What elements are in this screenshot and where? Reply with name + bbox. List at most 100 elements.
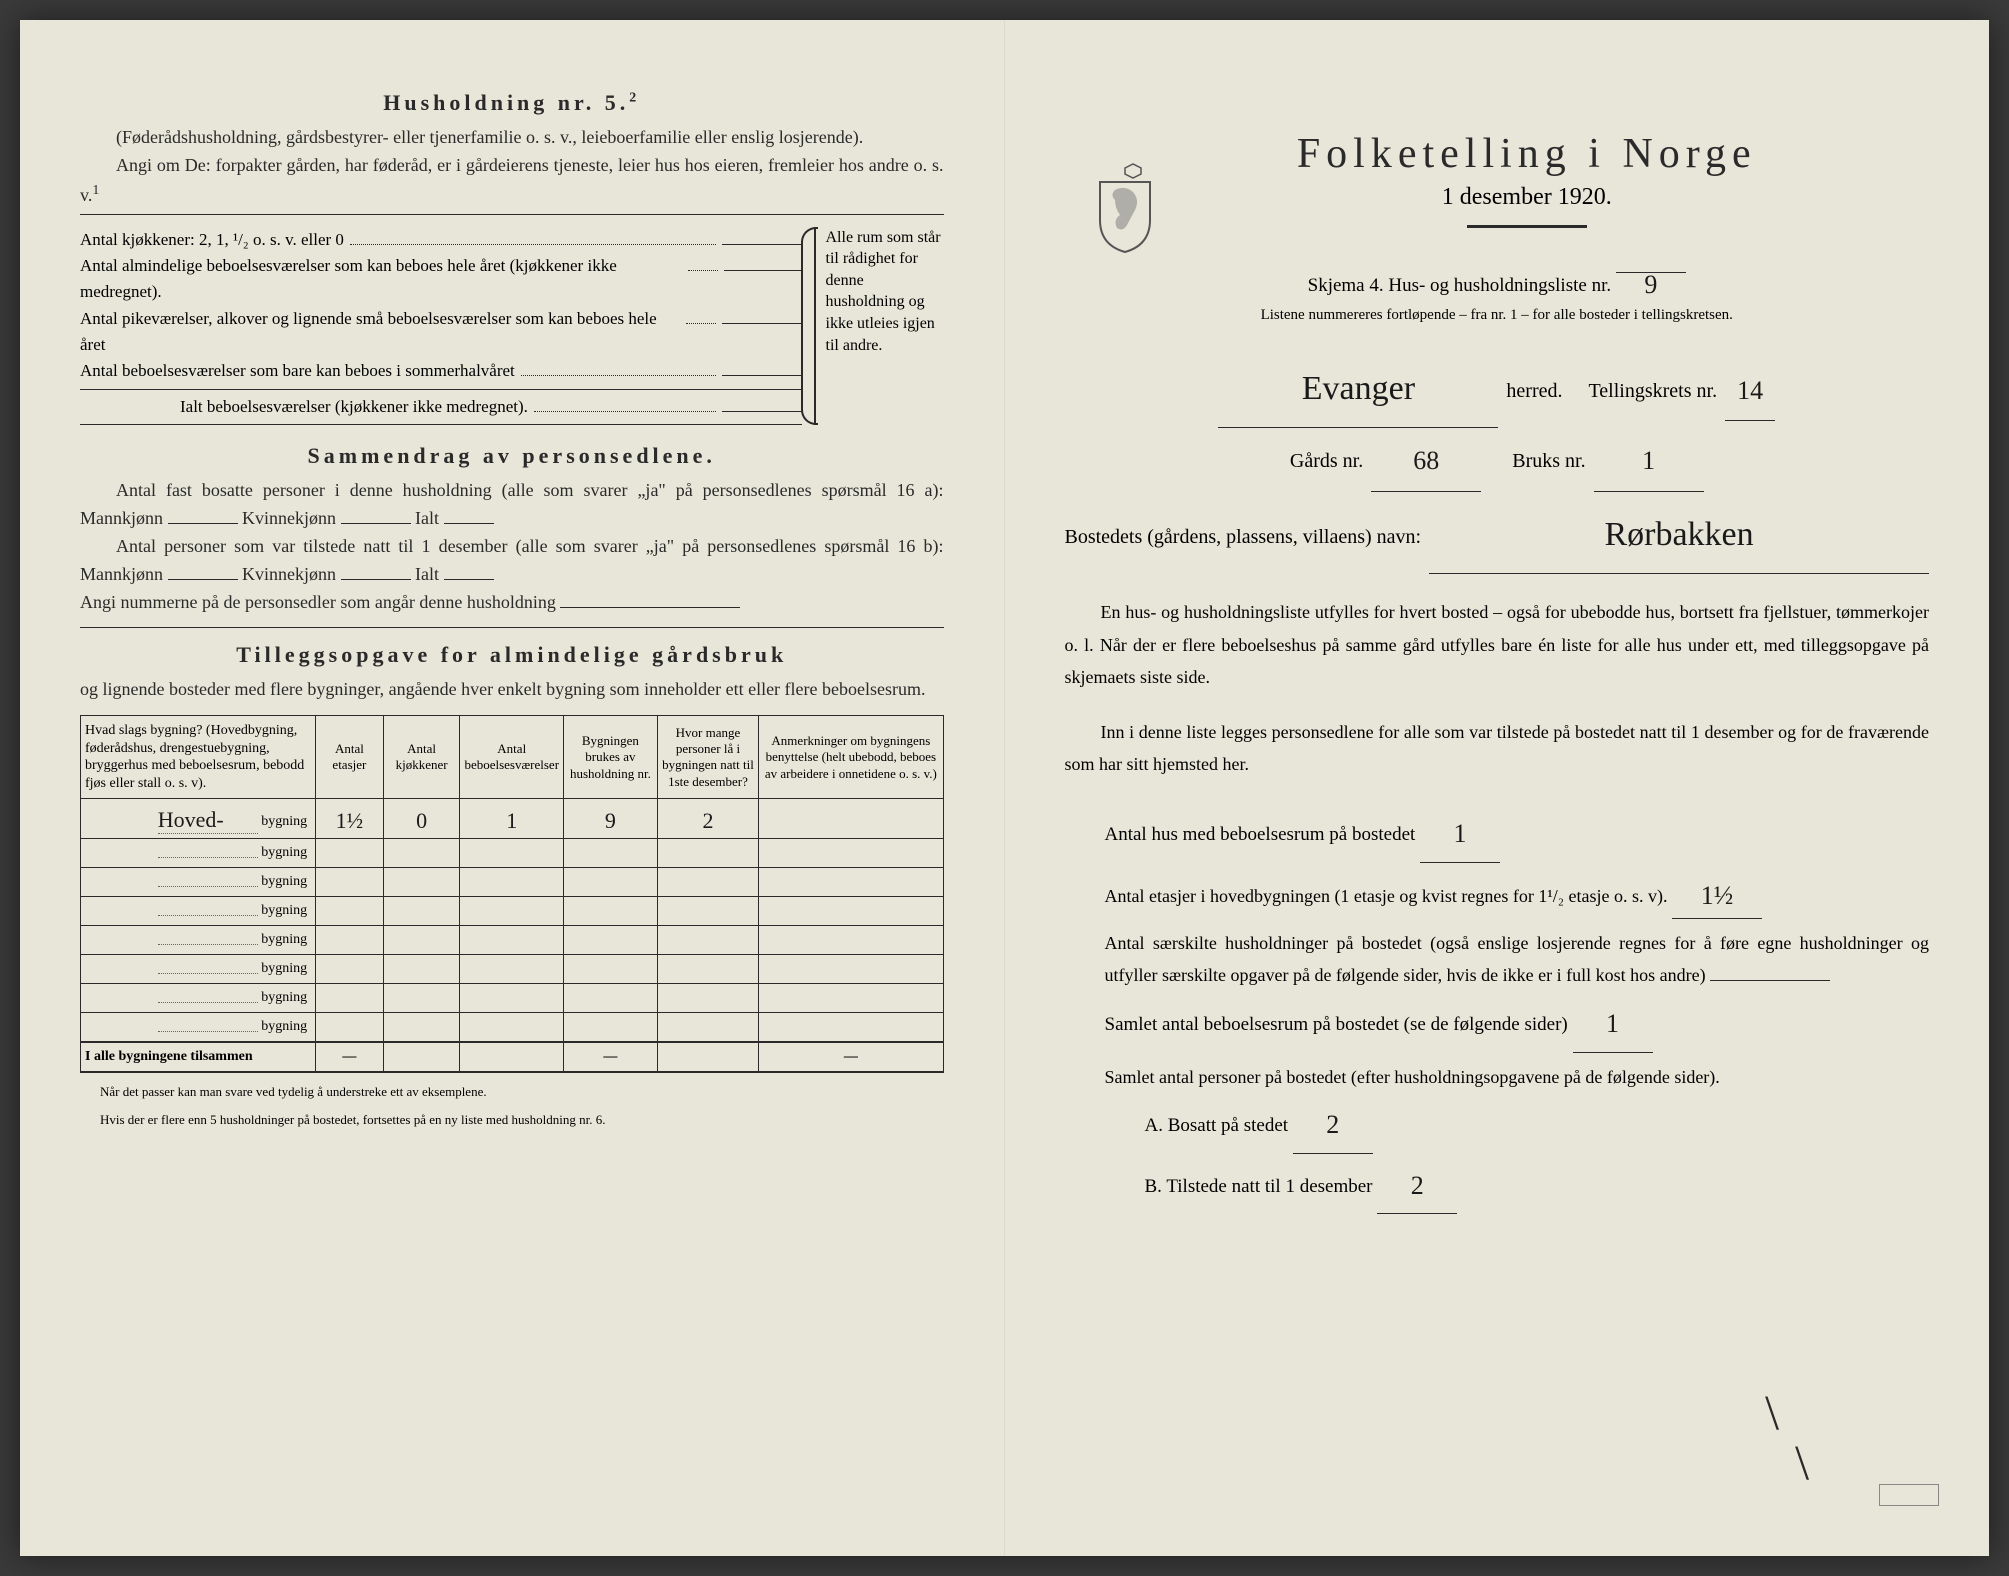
gards-field: 68 <box>1371 428 1481 491</box>
th-type: Hvad slags bygning? (Hovedbygning, føder… <box>81 716 316 799</box>
table-header-row: Hvad slags bygning? (Hovedbygning, føder… <box>81 716 944 799</box>
q3-line: Antal særskilte husholdninger på bostede… <box>1105 927 1930 992</box>
summary-heading: Sammendrag av personsedlene. <box>80 443 944 469</box>
table-row: bygning <box>81 984 944 1013</box>
cell-kjokken <box>383 897 460 926</box>
checkmark-icon: \ <box>1795 1433 1809 1491</box>
building-table-wrap: Hvad slags bygning? (Hovedbygning, føder… <box>80 715 944 1073</box>
cell-kjokken <box>383 955 460 984</box>
rooms-left: Antal kjøkkener: 2, 1, ¹/₂ o. s. v. elle… <box>80 227 802 425</box>
bruks-field: 1 <box>1594 428 1704 491</box>
qB-field: 2 <box>1377 1154 1457 1215</box>
cell-anm <box>759 799 943 839</box>
cell-hushold <box>564 868 658 897</box>
qA-line: A. Bosatt på stedet 2 <box>1145 1093 1930 1154</box>
gards-row: Gårds nr. 68 Bruks nr. 1 <box>1065 428 1930 491</box>
q1-field: 1 <box>1420 802 1500 863</box>
cell-etasjer <box>316 955 384 984</box>
table-row: bygning <box>81 926 944 955</box>
sum-blank <box>460 1042 564 1072</box>
rooms-total-label: Ialt beboelsesværelser (kjøkkener ikke m… <box>180 394 528 420</box>
sum-dash: — <box>564 1042 658 1072</box>
sum-dash: — <box>316 1042 384 1072</box>
summary-p3: Angi nummerne på de personsedler som ang… <box>80 589 944 617</box>
herred-value: Evanger <box>1302 370 1415 407</box>
bosted-value: Rørbakken <box>1604 516 1753 553</box>
rooms-line1: Antal almindelige beboelsesværelser som … <box>80 253 802 306</box>
listene-note: Listene nummereres fortløpende – fra nr.… <box>1065 307 1930 324</box>
table-row: bygning <box>81 897 944 926</box>
table-row: bygning <box>81 955 944 984</box>
qB-label: B. Tilstede natt til 1 desember <box>1145 1176 1373 1197</box>
summary-ialt: Ialt <box>415 508 439 528</box>
cell-name: bygning <box>81 868 316 897</box>
th-personer: Hvor mange personer lå i bygningen natt … <box>657 716 758 799</box>
cell-name: bygning <box>81 1013 316 1043</box>
cell-beboelse <box>460 984 564 1013</box>
qA-label: A. Bosatt på stedet <box>1145 1115 1289 1136</box>
coat-of-arms-icon <box>1085 160 1165 255</box>
hh-para2-text: Angi om De: forpakter gården, har føderå… <box>80 155 944 205</box>
title-rule <box>1467 225 1587 228</box>
cell-kjokken <box>383 839 460 868</box>
rooms-side-note: Alle rum som står til rådighet for denne… <box>814 227 944 425</box>
summary-p3-text: Angi nummerne på de personsedler som ang… <box>80 592 556 612</box>
sum-label: I alle bygningene tilsammen <box>81 1042 316 1072</box>
para2-text: Inn i denne liste legges personsedlene f… <box>1065 716 1930 781</box>
cell-hushold <box>564 955 658 984</box>
summary-p2: Antal personer som var tilstede natt til… <box>80 533 944 589</box>
cell-personer <box>657 868 758 897</box>
rooms-line1-label: Antal almindelige beboelsesværelser som … <box>80 253 682 306</box>
divider <box>80 214 944 215</box>
q4-field: 1 <box>1573 992 1653 1053</box>
cell-etasjer <box>316 984 384 1013</box>
cell-name: bygning <box>81 897 316 926</box>
skjema-nr-value: 9 <box>1644 270 1657 299</box>
rooms-line3: Antal beboelsesværelser som bare kan beb… <box>80 358 802 384</box>
cell-beboelse <box>460 868 564 897</box>
hh-para1: (Føderådshusholdning, gårdsbestyrer- ell… <box>80 124 944 152</box>
blank-field <box>444 506 494 524</box>
rooms-line3-label: Antal beboelsesværelser som bare kan beb… <box>80 358 515 384</box>
cell-personer <box>657 897 758 926</box>
cell-anm <box>759 984 943 1013</box>
q1-label: Antal hus med beboelsesrum på bostedet <box>1105 824 1416 845</box>
cell-hushold <box>564 897 658 926</box>
rooms-total: Ialt beboelsesværelser (kjøkkener ikke m… <box>80 389 802 425</box>
cell-name: bygning <box>81 955 316 984</box>
cell-anm <box>759 897 943 926</box>
table-row: bygning <box>81 868 944 897</box>
footnote2: Hvis der er flere enn 5 husholdninger på… <box>80 1111 944 1129</box>
cell-personer <box>657 984 758 1013</box>
main-title: Folketelling i Norge <box>1125 130 1930 178</box>
blank-field <box>722 229 802 244</box>
bosted-row: Bostedets (gårdens, plassens, villaens) … <box>1065 492 1930 575</box>
cell-beboelse <box>460 1013 564 1043</box>
cell-hushold: 9 <box>564 799 658 839</box>
th-hushold: Bygningen brukes av husholdning nr. <box>564 716 658 799</box>
rooms-line2-label: Antal pikeværelser, alkover og lignende … <box>80 306 680 359</box>
cell-anm <box>759 1013 943 1043</box>
subtitle-date: 1 desember 1920. <box>1125 184 1930 211</box>
cell-anm <box>759 955 943 984</box>
cell-anm <box>759 926 943 955</box>
dots <box>521 361 716 376</box>
cell-etasjer <box>316 868 384 897</box>
q5-label: Samlet antal personer på bostedet (efter… <box>1105 1067 1720 1087</box>
q2-label: Antal etasjer i hovedbygningen (1 etasje… <box>1105 886 1668 906</box>
cell-anm <box>759 868 943 897</box>
q4-line: Samlet antal beboelsesrum på bostedet (s… <box>1105 992 1930 1053</box>
household-heading-sup: 2 <box>629 91 640 106</box>
hh-para2: Angi om De: forpakter gården, har føderå… <box>80 152 944 210</box>
bosted-field: Rørbakken <box>1429 492 1929 575</box>
herred-field: Evanger <box>1218 346 1498 429</box>
cell-beboelse <box>460 926 564 955</box>
cell-name: Hoved- bygning <box>81 799 316 839</box>
cell-hushold <box>564 926 658 955</box>
table-row: bygning <box>81 1013 944 1043</box>
cell-etasjer <box>316 926 384 955</box>
blank-field <box>341 562 411 580</box>
cell-beboelse <box>460 897 564 926</box>
qB-line: B. Tilstede natt til 1 desember 2 <box>1145 1154 1930 1215</box>
dots <box>686 308 716 323</box>
